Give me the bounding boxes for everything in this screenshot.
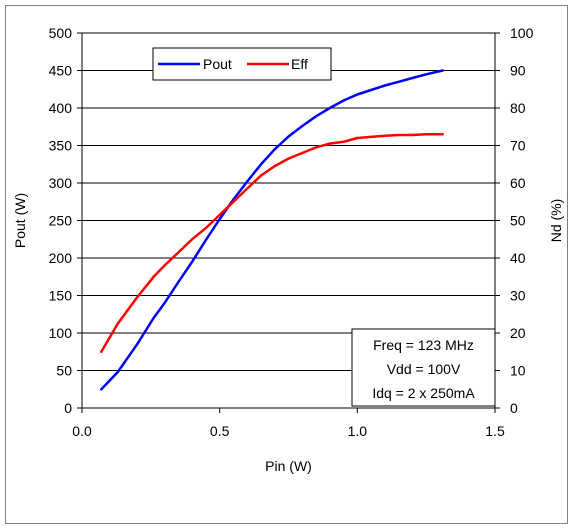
y2-tick-label: 60 — [510, 175, 526, 191]
legend-label-eff: Eff — [291, 56, 308, 72]
y2-tick-label: 90 — [510, 63, 526, 79]
y2-axis-ticks: 0 10 20 30 40 50 60 70 80 90 100 — [495, 25, 534, 416]
conditions-annotation: Freq = 123 MHz Vdd = 100V Idq = 2 x 250m… — [351, 328, 496, 407]
annotation-vdd: Vdd = 100V — [387, 361, 461, 377]
y-tick-label: 300 — [49, 175, 73, 191]
y2-tick-label: 0 — [510, 400, 518, 416]
y-tick-label: 200 — [49, 250, 73, 266]
y2-tick-label: 100 — [510, 25, 534, 41]
series-lines — [100, 69, 444, 391]
plot-area-border — [81, 32, 496, 409]
series-line-pout — [100, 69, 444, 391]
x-tick-label: 1.5 — [485, 423, 505, 439]
y-tick-label: 400 — [49, 100, 73, 116]
grid-lines — [82, 70, 495, 371]
y-axis-ticks: 0 50 100 150 200 250 300 350 400 450 500 — [49, 25, 82, 416]
annotation-idq: Idq = 2 x 250mA — [372, 385, 475, 401]
y2-tick-label: 20 — [510, 325, 526, 341]
y-tick-label: 0 — [64, 400, 72, 416]
series-line-eff — [100, 133, 444, 354]
y-tick-label: 150 — [49, 288, 73, 304]
y2-tick-label: 80 — [510, 100, 526, 116]
y-axis-label: Pout (W) — [12, 193, 28, 248]
y-tick-label: 100 — [49, 325, 73, 341]
chart-frame — [5, 5, 568, 524]
y-tick-label: 350 — [49, 138, 73, 154]
y2-tick-label: 40 — [510, 250, 526, 266]
y-tick-label: 250 — [49, 213, 73, 229]
y2-tick-label: 10 — [510, 363, 526, 379]
legend: Pout Eff — [152, 47, 332, 81]
x-tick-label: 0.5 — [210, 423, 230, 439]
y2-tick-label: 30 — [510, 288, 526, 304]
y-tick-label: 50 — [56, 363, 72, 379]
y2-tick-label: 50 — [510, 213, 526, 229]
x-tick-label: 0.0 — [72, 423, 92, 439]
y-tick-label: 500 — [49, 25, 73, 41]
y2-axis-label: Nd (%) — [548, 199, 564, 243]
legend-label-pout: Pout — [203, 56, 232, 72]
x-axis-ticks: 0.0 0.5 1.0 1.5 — [72, 408, 505, 439]
y2-tick-label: 70 — [510, 138, 526, 154]
x-tick-label: 1.0 — [348, 423, 368, 439]
y-tick-label: 450 — [49, 63, 73, 79]
annotation-freq: Freq = 123 MHz — [373, 337, 474, 353]
x-axis-label: Pin (W) — [265, 458, 312, 474]
